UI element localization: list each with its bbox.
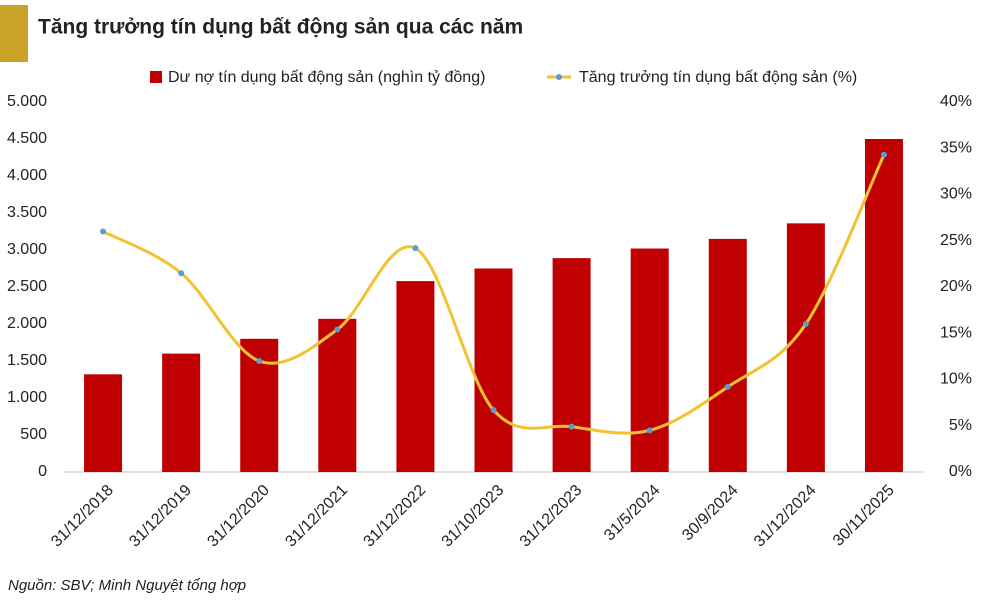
bar <box>708 238 747 472</box>
bar <box>474 268 513 472</box>
y-tick-label: 1.000 <box>7 389 47 406</box>
line-marker <box>178 270 185 277</box>
y-tick-label: 3.500 <box>7 204 47 221</box>
x-tick-label: 31/12/2019 <box>126 482 195 551</box>
line-marker <box>412 245 419 252</box>
x-tick-label: 31/10/2023 <box>439 482 508 551</box>
bar <box>552 258 591 472</box>
line-marker <box>568 423 575 430</box>
line-marker <box>802 321 809 327</box>
x-tick-label: 31/12/2021 <box>282 482 351 551</box>
x-tick-label: 30/9/2024 <box>679 482 741 544</box>
y2-tick-label: 5% <box>949 417 972 434</box>
line-marker <box>724 383 731 390</box>
x-tick-label: 31/12/2023 <box>517 482 586 551</box>
y2-tick-label: 35% <box>940 139 972 156</box>
bar <box>864 139 903 472</box>
x-tick-label: 31/5/2024 <box>601 482 663 544</box>
y-tick-label: 1.500 <box>7 352 47 369</box>
x-tick-label: 30/11/2025 <box>830 482 898 550</box>
x-tick-label: 31/12/2024 <box>751 482 820 551</box>
bar <box>630 248 669 472</box>
legend-label: Dư nợ tín dụng bất động sản (nghìn tỷ đồ… <box>168 69 485 86</box>
legend-marker <box>556 74 562 80</box>
line-marker <box>646 427 653 434</box>
line-marker <box>100 228 107 235</box>
x-tick-label: 31/12/2020 <box>204 482 273 551</box>
line-marker <box>334 326 341 333</box>
line-marker <box>880 151 887 158</box>
bar <box>396 281 435 472</box>
y2-tick-label: 10% <box>940 371 972 388</box>
y2-tick-label: 30% <box>940 186 972 203</box>
y-tick-label: 2.000 <box>7 315 47 332</box>
y-tick-label: 0 <box>38 463 47 480</box>
title-marker <box>0 5 28 62</box>
line-marker <box>256 358 263 364</box>
bar <box>162 353 201 472</box>
y-tick-label: 3.000 <box>7 241 47 258</box>
y-tick-label: 4.500 <box>7 130 47 147</box>
y-tick-label: 5.000 <box>7 93 47 110</box>
chart-title: Tăng trưởng tín dụng bất động sản qua cá… <box>38 16 523 39</box>
y2-tick-label: 25% <box>940 232 972 249</box>
y-tick-label: 500 <box>20 426 47 443</box>
y-tick-label: 2.500 <box>7 278 47 295</box>
y2-tick-label: 20% <box>940 278 972 295</box>
bar <box>318 318 357 472</box>
line <box>102 154 886 435</box>
bar <box>84 374 123 472</box>
y2-tick-label: 15% <box>940 324 972 341</box>
x-tick-label: 31/12/2018 <box>48 482 117 551</box>
y2-tick-label: 40% <box>940 93 972 110</box>
legend-label: Tăng trưởng tín dụng bất động sản (%) <box>579 69 857 86</box>
source-note: Nguồn: SBV; Minh Nguyệt tổng hợp <box>8 577 246 594</box>
y-tick-label: 4.000 <box>7 167 47 184</box>
line-marker <box>490 407 497 414</box>
x-tick-label: 31/12/2022 <box>361 482 430 551</box>
bar <box>786 223 825 472</box>
y2-tick-label: 0% <box>949 463 972 480</box>
legend-swatch <box>150 71 162 83</box>
